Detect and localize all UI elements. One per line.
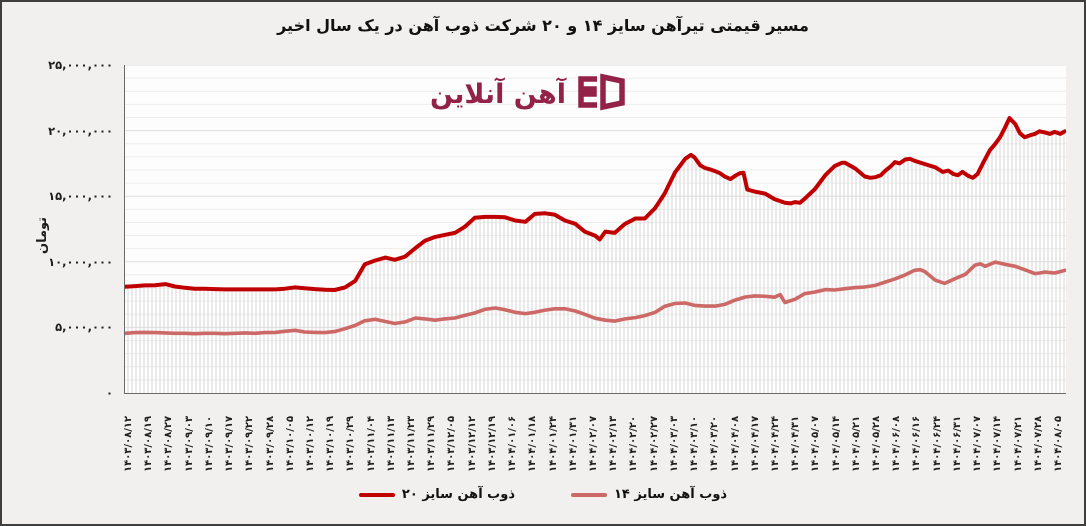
x-tick-label: ۱۴۰۴/۰۴/۱۷ <box>749 415 761 472</box>
x-tick-label: ۱۴۰۴/۰۲/۰۷ <box>588 415 599 472</box>
x-tick-label: ۱۴۰۴/۰۵/۱۴ <box>830 415 842 472</box>
y-tick-label: ۱۵,۰۰۰,۰۰۰ <box>48 189 113 204</box>
x-tick-label: ۱۴۰۳/۱۰/۱۹ <box>325 415 337 472</box>
x-tick-label: ۱۴۰۴/۰۶/۳۱ <box>951 415 963 472</box>
x-tick-label: ۱۴۰۴/۰۵/۲۸ <box>871 415 883 472</box>
x-tick-label: ۱۴۰۴/۰۷/۰۷ <box>972 415 984 472</box>
legend-item-size14: ذوب آهن سایز ۱۴ <box>571 487 727 502</box>
x-tick-label: ۱۴۰۴/۰۶/۲۴ <box>931 415 943 472</box>
x-tick-label: ۱۴۰۳/۰۹/۰۳ <box>183 415 195 472</box>
chart-legend: ذوب آهن سایز ۲۰ ذوب آهن سایز ۱۴ <box>2 487 1084 502</box>
x-tick-label: ۱۴۰۴/۰۷/۲۸ <box>1032 415 1044 472</box>
x-tick-label: ۱۴۰۳/۱۲/۰۵ <box>446 415 458 472</box>
x-tick-label: ۱۴۰۳/۰۹/۱۷ <box>224 415 236 472</box>
legend-item-size20: ذوب آهن سایز ۲۰ <box>358 487 515 502</box>
legend-label-size20: ذوب آهن سایز ۲۰ <box>401 487 515 502</box>
x-tick-label: ۱۴۰۴/۰۳/۰۳ <box>668 415 680 472</box>
x-tick-label: ۱۴۰۳/۱۱/۱۳ <box>385 415 397 472</box>
x-tick-label: ۱۴۰۳/۱۰/۱۲ <box>304 415 316 472</box>
y-tick-label: ۱۰,۰۰۰,۰۰۰ <box>48 254 113 269</box>
x-tick-label: ۱۴۰۴/۰۴/۰۸ <box>729 415 741 472</box>
x-tick-label: ۱۴۰۳/۰۸/۱۹ <box>143 415 155 472</box>
y-tick-label: ۵,۰۰۰,۰۰۰ <box>55 320 113 335</box>
x-tick-label: ۱۴۰۴/۰۳/۱۰ <box>689 415 701 472</box>
x-tick-label: ۱۴۰۴/۰۷/۱۴ <box>992 415 1004 472</box>
x-tick-label: ۱۴۰۳/۱۰/۲۹ <box>345 415 357 472</box>
y-axis-title: تومان <box>35 216 50 254</box>
x-tick-label: ۱۴۰۳/۰۹/۲۸ <box>264 415 276 472</box>
x-tick-label: ۱۴۰۳/۰۹/۱۰ <box>203 415 215 472</box>
x-tick-label: ۱۴۰۴/۰۲/۲۷ <box>648 415 660 472</box>
x-tick-label: ۱۴۰۳/۰۸/۱۲ <box>123 415 134 472</box>
x-tick-label: ۱۴۰۴/۰۱/۳۱ <box>567 415 579 472</box>
legend-swatch-size20 <box>358 492 395 497</box>
series-line-size14 <box>125 260 1066 336</box>
x-tick-label: ۱۴۰۴/۰۲/۱۳ <box>608 415 620 472</box>
x-tick-label: ۱۴۰۴/۰۱/۲۴ <box>547 415 559 472</box>
series-line-size20 <box>125 116 1066 292</box>
y-tick-label: ۲۵,۰۰۰,۰۰۰ <box>48 58 113 72</box>
x-tick-label: ۱۴۰۴/۰۶/۱۶ <box>911 415 923 472</box>
legend-swatch-size14 <box>571 492 607 497</box>
line-chart-svg <box>125 65 1066 393</box>
y-tick-label: ۲۰,۰۰۰,۰۰۰ <box>48 123 113 138</box>
x-tick-label: ۱۴۰۴/۰۱/۱۸ <box>527 415 539 472</box>
x-tick-label: ۱۴۰۴/۰۱/۰۶ <box>507 415 519 472</box>
x-tick-label: ۱۴۰۳/۰۸/۲۷ <box>163 415 175 472</box>
x-tick-label: ۱۴۰۴/۰۵/۰۷ <box>810 415 822 472</box>
y-tick-label: ۰ <box>105 386 113 400</box>
x-tick-label: ۱۴۰۴/۰۵/۲۱ <box>850 415 862 472</box>
plot-area <box>124 65 1066 394</box>
x-tick-label: ۱۴۰۳/۱۲/۱۹ <box>486 415 498 472</box>
x-tick-label: ۱۴۰۴/۰۷/۲۱ <box>1012 415 1024 472</box>
x-tick-label: ۱۴۰۴/۰۴/۲۴ <box>769 415 781 472</box>
x-tick-label: ۱۴۰۳/۱۱/۲۳ <box>406 415 418 472</box>
x-tick-label: ۱۴۰۴/۰۳/۲۰ <box>709 415 721 472</box>
x-tick-label: ۱۴۰۴/۰۲/۲۰ <box>628 415 640 472</box>
x-tick-label: ۱۴۰۳/۱۰/۰۵ <box>284 415 296 472</box>
x-tick-label: ۱۴۰۳/۱۱/۲۹ <box>426 415 438 472</box>
x-tick-label: ۱۴۰۴/۰۶/۰۸ <box>891 415 903 472</box>
x-tick-label: ۱۴۰۴/۰۴/۳۱ <box>790 415 802 472</box>
x-tick-label: ۱۴۰۳/۱۱/۰۴ <box>365 415 377 472</box>
legend-label-size14: ذوب آهن سایز ۱۴ <box>614 487 728 502</box>
x-tick-label: ۱۴۰۳/۱۲/۱۲ <box>466 415 478 472</box>
x-tick-label: ۱۴۰۴/۰۸/۰۵ <box>1053 415 1064 472</box>
x-tick-label: ۱۴۰۳/۰۹/۲۲ <box>244 415 256 472</box>
chart-title: مسیر قیمتی تیرآهن سایز ۱۴ و ۲۰ شرکت ذوب … <box>277 16 809 35</box>
